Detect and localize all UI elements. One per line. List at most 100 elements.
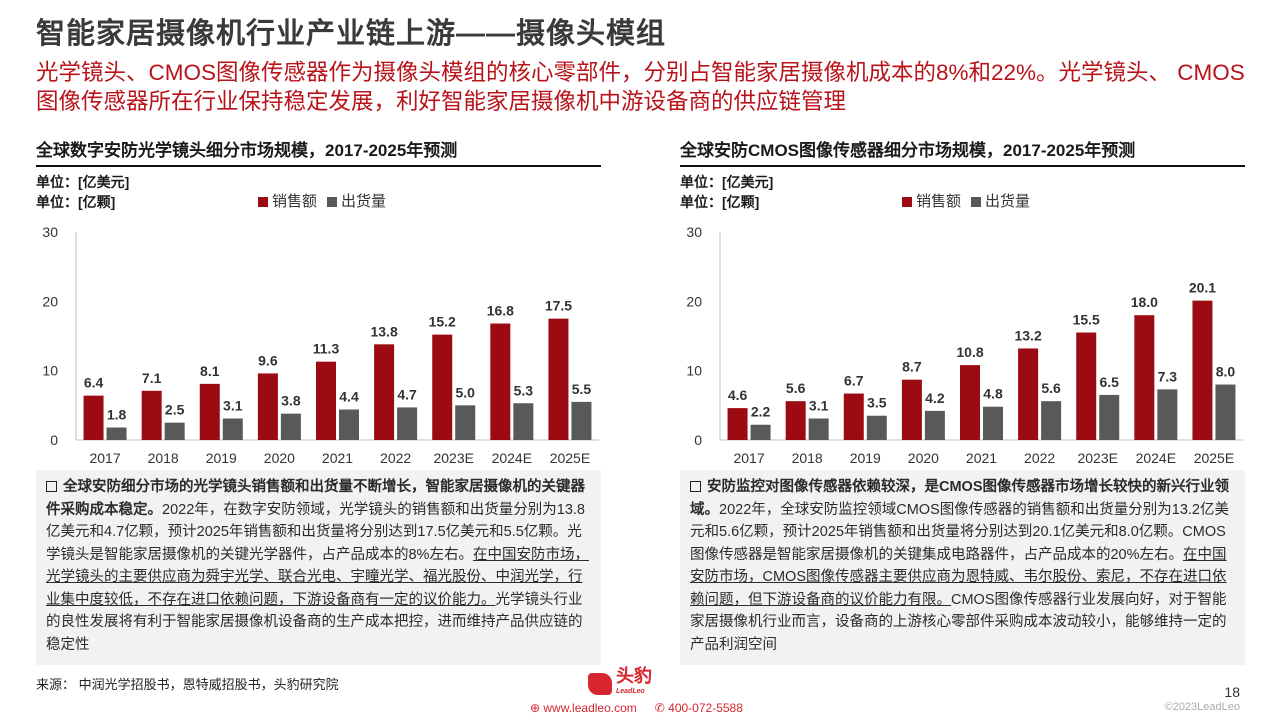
right-text-underlined: 在中国安防市场，CMOS图像传感器主要供应商为恩特威、韦尔股份、索尼，不存在进口… — [690, 546, 1227, 608]
left-unit-sales: 单位：[亿美元] — [36, 174, 130, 190]
data-label-shipment: 5.0 — [455, 384, 475, 400]
left-text-box: 全球安防细分市场的光学镜头销售额和出货量不断增长，智能家居摄像机的关键器件采购成… — [36, 470, 601, 665]
x-tick-label: 2019 — [850, 450, 881, 466]
data-label-shipment: 3.5 — [867, 395, 887, 411]
bar-shipment — [866, 415, 887, 440]
website-link[interactable]: ⊕ www.leadleo.com — [530, 701, 637, 715]
right-unit-shipment: 单位：[亿颗] — [680, 194, 760, 210]
bar-shipment — [397, 407, 418, 440]
right-text-box: 安防监控对图像传感器依赖较深，是CMOS图像传感器市场增长较快的新兴行业领域。2… — [680, 470, 1245, 665]
bar-shipment — [924, 410, 945, 440]
left-chart-title: 全球数字安防光学镜头细分市场规模，2017-2025年预测 — [36, 136, 601, 167]
phone-number: ✆ 400-072-5588 — [654, 701, 743, 715]
x-tick-label: 2018 — [148, 450, 179, 466]
legend-item-sales: 销售额 — [258, 192, 317, 212]
bar-sales — [83, 395, 104, 440]
checkbox-bullet-icon — [46, 481, 57, 492]
legend-item-shipment: 出货量 — [971, 192, 1030, 212]
legend-item-shipment: 出货量 — [327, 192, 386, 212]
data-label-shipment: 7.3 — [1158, 368, 1178, 384]
bar-shipment — [808, 418, 829, 440]
left-unit-shipment: 单位：[亿颗] — [36, 194, 116, 210]
bar-sales — [432, 334, 453, 440]
data-label-shipment: 4.4 — [339, 388, 359, 404]
bar-shipment — [571, 401, 592, 440]
logo-en: LeadLeo — [616, 688, 645, 695]
right-chart-title: 全球安防CMOS图像传感器细分市场规模，2017-2025年预测 — [680, 136, 1245, 167]
y-tick-label: 20 — [42, 293, 58, 309]
x-tick-label: 2018 — [792, 450, 823, 466]
right-bar-chart: 01020304.62.220175.63.120186.73.520198.7… — [686, 224, 1243, 466]
data-label-shipment: 3.1 — [223, 398, 243, 414]
y-tick-label: 0 — [694, 432, 702, 448]
data-label-sales: 17.5 — [545, 298, 572, 314]
left-bar-chart: 0 10 20 30 6.41.8 2017 7.12.5 2018 8.1 3.1 2019 9.6… — [42, 224, 599, 466]
x-tick-label: 2023E — [433, 450, 473, 466]
x-tick-label: 2025E — [1194, 450, 1234, 466]
bar-shipment — [750, 424, 771, 440]
left-text-p2: 光学镜头行业的良性发展将有利于智能家居摄像机设备商的生产成本把控，进而维持产品供… — [46, 591, 583, 653]
x-tick-label: 2024E — [1136, 450, 1176, 466]
data-label-sales: 18.0 — [1131, 294, 1158, 310]
legend-swatch-shipment — [327, 197, 338, 207]
bar-sales — [1076, 332, 1097, 440]
x-tick-label: 2021 — [322, 450, 353, 466]
bar-sales — [785, 401, 806, 440]
legend-swatch-sales — [258, 197, 268, 207]
legend-label-sales: 销售额 — [272, 193, 318, 210]
data-label-sales: 8.1 — [200, 363, 220, 379]
left-legend: 销售额 出货量 — [258, 192, 386, 212]
leadleo-logo: 头豹 LeadLeo — [588, 666, 652, 700]
data-label-sales: 13.2 — [1014, 327, 1041, 343]
left-text-lead: 全球安防细分市场的光学镜头销售额和出货量不断增长，智能家居摄像机的关键器件采购成… — [46, 479, 585, 518]
data-label-shipment: 2.2 — [751, 404, 771, 420]
data-label-shipment: 4.2 — [925, 390, 945, 406]
x-tick-label: 2022 — [380, 450, 411, 466]
bar-sales — [548, 318, 569, 440]
right-units: 单位：[亿美元] 单位：[亿颗] 销售额 出货量 — [680, 172, 1245, 212]
right-text-p2: CMOS图像传感器行业发展向好，对于智能家居摄像机行业而言，设备商的上游核心零部… — [690, 591, 1227, 653]
website-text: www.leadleo.com — [543, 701, 637, 715]
bar-shipment — [164, 422, 185, 440]
bar-shipment — [983, 406, 1003, 440]
bar-shipment — [1215, 384, 1236, 440]
data-label-shipment: 1.8 — [107, 407, 127, 423]
data-label-shipment: 3.8 — [281, 393, 301, 409]
bar-sales — [843, 393, 864, 440]
page-title: 智能家居摄像机行业产业链上游——摄像头模组 — [36, 18, 667, 50]
legend-label-shipment: 出货量 — [985, 193, 1031, 210]
bar-sales — [374, 344, 395, 440]
right-text-p1: 2022年，全球安防监控领域CMOS图像传感器的销售额和出货量分别为13.2亿美… — [690, 501, 1229, 563]
leopard-logo-icon — [588, 673, 612, 695]
bar-sales — [316, 361, 336, 440]
data-label-sales: 6.7 — [844, 373, 864, 389]
left-text-underlined: 在中国安防市场，光学镜头的主要供应商为舜宇光学、联合光电、宇瞳光学、福光股份、中… — [46, 546, 589, 608]
y-tick-label: 20 — [686, 293, 702, 309]
phone-text: 400-072-5588 — [668, 701, 743, 715]
left-text-p1: 2022年，在数字安防领域，光学镜头的销售额和出货量分别为13.8亿美元和4.7… — [46, 501, 585, 563]
bar-sales — [1192, 300, 1213, 440]
x-tick-label: 2023E — [1077, 450, 1117, 466]
bar-sales — [727, 408, 748, 440]
x-tick-label: 2024E — [492, 450, 532, 466]
legend-label-shipment: 出货量 — [341, 193, 387, 210]
logo-name: 头豹 — [616, 666, 652, 686]
source-note: 来源： 中润光学招股书，恩特威招股书，头豹研究院 — [36, 677, 339, 692]
logo-text: 头豹 LeadLeo — [616, 666, 652, 700]
bar-sales — [490, 323, 511, 440]
data-label-sales: 20.1 — [1189, 280, 1216, 296]
copyright: ©2023LeadLeo — [1164, 701, 1240, 713]
data-label-shipment: 2.5 — [165, 402, 185, 418]
right-legend: 销售额 出货量 — [902, 192, 1030, 212]
y-tick-label: 30 — [42, 224, 58, 240]
x-tick-label: 2019 — [206, 450, 237, 466]
x-tick-label: 2022 — [1024, 450, 1055, 466]
bar-sales — [1134, 315, 1155, 440]
legend-label-sales: 销售额 — [916, 193, 962, 210]
contact-info: ⊕ www.leadleo.com ✆ 400-072-5588 — [530, 701, 743, 715]
data-label-shipment: 5.3 — [514, 382, 534, 398]
bar-sales — [1018, 348, 1039, 440]
left-units: 单位：[亿美元] 单位：[亿颗] 销售额 出货量 — [36, 172, 601, 212]
bar-shipment — [513, 403, 534, 440]
data-label-shipment: 5.5 — [572, 381, 592, 397]
